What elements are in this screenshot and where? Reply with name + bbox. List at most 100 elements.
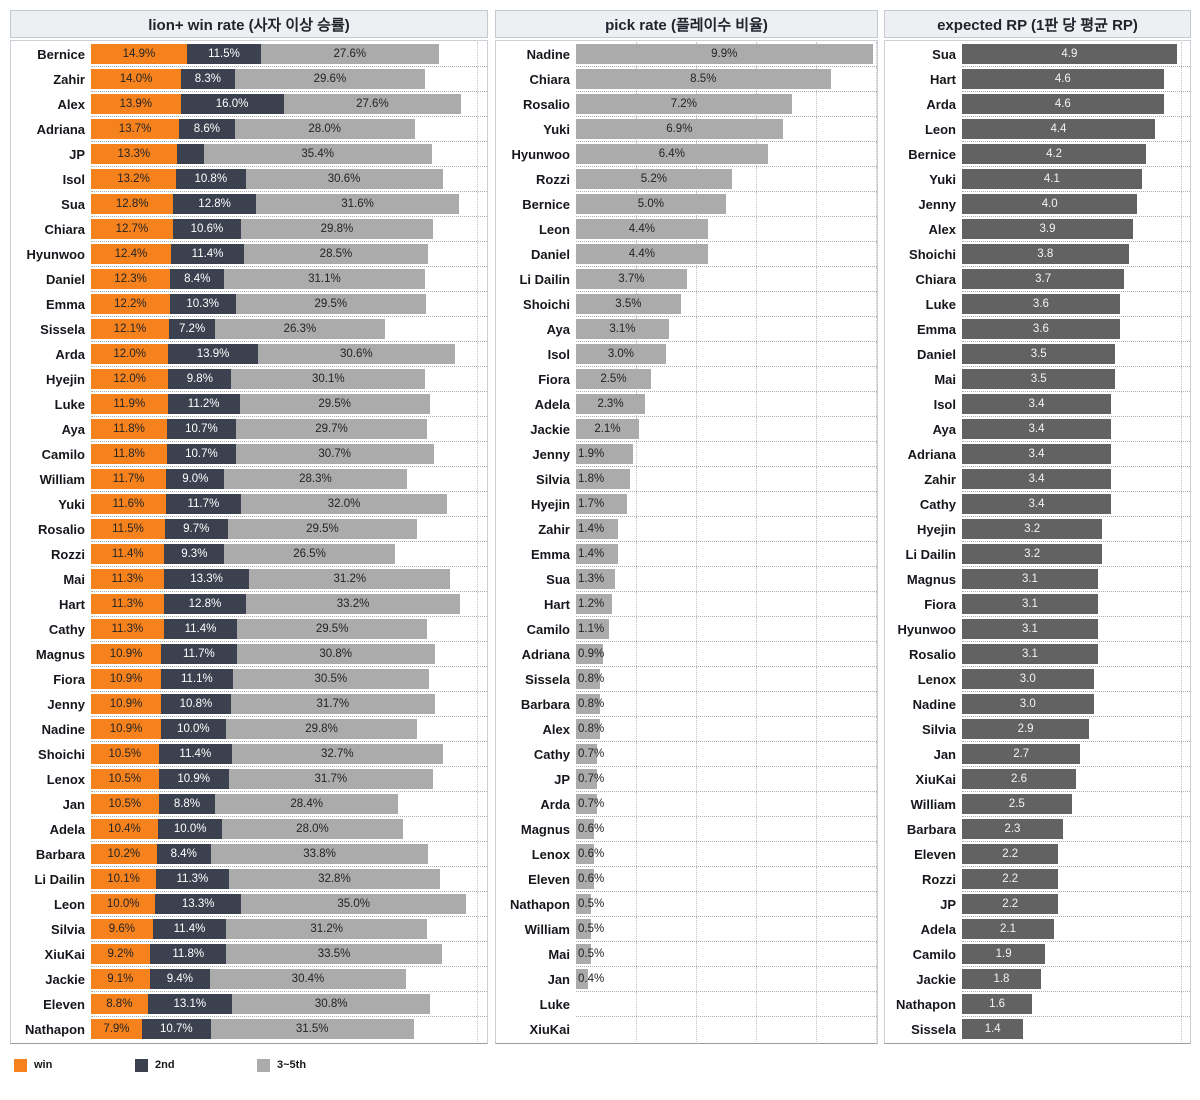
gridline — [1181, 442, 1183, 466]
chart-row: Nadine 10.9% 10.0% 29.8% — [11, 717, 487, 742]
gridline — [875, 367, 877, 391]
bar-segment-3-5th: 29.8% — [241, 219, 433, 239]
gridline — [635, 842, 637, 866]
category-label: Lenox — [917, 672, 956, 687]
gridline — [635, 467, 637, 491]
bar-value-label: 10.5% — [108, 798, 142, 810]
bar-segment-win: 14.9% — [91, 44, 187, 64]
category-label: Nadine — [526, 47, 570, 62]
bar-track: 11.3% 11.4% 29.5% — [91, 617, 487, 642]
bar-segment-expected-rp: 3.6 — [962, 294, 1120, 314]
win-rate-panel-header: lion+ win rate (사자 이상 승률) — [10, 10, 488, 38]
bar-segment-3-5th: 30.6% — [257, 344, 455, 364]
gridline — [695, 967, 697, 991]
bar-value-label: 12.0% — [113, 348, 146, 360]
bar-value-label: 2.3 — [1004, 823, 1021, 835]
expected-rp-panel-title: expected RP (1판 당 평균 RP) — [937, 16, 1138, 34]
bar-track: 3.5% — [576, 292, 877, 317]
bar-value-label: 6.4% — [658, 148, 685, 160]
chart-row: Shoichi 10.5% 11.4% 32.7% — [11, 742, 487, 767]
bar-value-label: 30.5% — [314, 673, 348, 685]
chart-row: Chiara 3.7 — [885, 267, 1190, 292]
bar-track: 1.9% — [576, 442, 877, 467]
gridline — [695, 642, 697, 666]
chart-row: Shoichi 3.5% — [496, 292, 877, 317]
category-label: William — [524, 922, 570, 937]
bar-segment-2nd: 11.8% — [150, 944, 227, 964]
gridline — [695, 592, 697, 616]
bar-track: 0.7% — [576, 742, 877, 767]
bar-value-label: 33.2% — [336, 598, 370, 610]
bar-value-label: 31.5% — [295, 1023, 329, 1035]
bar-track: 3.2 — [962, 542, 1190, 567]
chart-row: Camilo 1.1% — [496, 617, 877, 642]
bar-value-label: 1.8% — [578, 473, 605, 485]
expected-rp-panel-header: expected RP (1판 당 평균 RP) — [884, 10, 1191, 38]
bar-value-label: 32.0% — [327, 498, 361, 510]
gridline — [755, 567, 757, 591]
category-label: Li Dailin — [519, 272, 570, 287]
chart-row: Cathy 0.7% — [496, 742, 877, 767]
bar-value-label: 3.4 — [1028, 498, 1045, 510]
category-label: Isol — [933, 397, 956, 412]
category-label: Li Dailin — [34, 872, 85, 887]
chart-row: Luke 11.9% 11.2% 29.5% — [11, 392, 487, 417]
bar-segment-2nd: 10.3% — [169, 294, 236, 314]
bar-value-label: 10.7% — [185, 423, 218, 435]
bar-value-label: 0.6% — [578, 848, 605, 860]
legend-item-3-5th: 3~5th — [257, 1052, 306, 1078]
chart-row: Jan 2.7 — [885, 742, 1190, 767]
bar-track: 11.4% 9.3% 26.5% — [91, 542, 487, 567]
bar-value-label: 5.0% — [637, 198, 664, 210]
bar-value-label: 10.4% — [108, 823, 141, 835]
chart-row: Bernice 14.9% 11.5% 27.6% — [11, 42, 487, 67]
bar-track: 10.5% 11.4% 32.7% — [91, 742, 487, 767]
category-label: Eleven — [43, 997, 85, 1012]
gridline — [755, 892, 757, 916]
category-label: Leon — [53, 897, 85, 912]
bar-track: 4.4 — [962, 117, 1190, 142]
bar-value-label: 31.7% — [316, 698, 350, 710]
bar-track: 4.4% — [576, 242, 877, 267]
chart-row: Alex 0.8% — [496, 717, 877, 742]
bar-value-label: 1.7% — [578, 498, 605, 510]
bar-value-label: 31.6% — [341, 198, 374, 210]
bar-value-label: 13.9% — [119, 98, 153, 110]
category-label: JP — [940, 897, 956, 912]
category-label: Hart — [543, 597, 570, 612]
bar-track: 11.7% 9.0% 28.3% — [91, 467, 487, 492]
category-label: Bernice — [37, 47, 85, 62]
bar-value-label: 4.4 — [1050, 123, 1067, 135]
gridline — [1181, 167, 1183, 191]
chart-row: Arda 12.0% 13.9% 30.6% — [11, 342, 487, 367]
bar-segment-win: 8.8% — [91, 994, 148, 1014]
gridline — [1181, 817, 1183, 841]
category-label: Silvia — [922, 722, 956, 737]
gridline — [755, 192, 757, 216]
chart-row: Hart 4.6 — [885, 67, 1190, 92]
bar-value-label: 4.4% — [628, 248, 655, 260]
bar-value-label: 11.3% — [111, 573, 144, 585]
bar-segment-expected-rp: 3.2 — [962, 544, 1103, 564]
bar-track: 1.2% — [576, 592, 877, 617]
bar-value-label: 10.9% — [109, 723, 143, 735]
chart-row: Cathy 11.3% 11.4% 29.5% — [11, 617, 487, 642]
bar-track: 0.5% — [576, 892, 877, 917]
bar-value-label: 9.6% — [108, 923, 136, 935]
bar-segment-expected-rp: 3.5 — [962, 369, 1116, 389]
bar-track: 3.4 — [962, 392, 1190, 417]
bar-segment-win: 11.3% — [91, 619, 164, 639]
bar-track: 0.4% — [576, 967, 877, 992]
category-label: Magnus — [906, 572, 956, 587]
bar-value-label: 11.4% — [184, 623, 217, 635]
chart-row: Zahir 3.4 — [885, 467, 1190, 492]
bar-segment-pick-rate — [576, 819, 594, 839]
bar-track: 3.4 — [962, 492, 1190, 517]
bar-segment-win: 10.9% — [91, 669, 162, 689]
bar-value-label: 8.8% — [173, 798, 201, 810]
gridline — [695, 942, 697, 966]
category-label: William — [39, 472, 85, 487]
bar-value-label: 2.2 — [1002, 898, 1019, 910]
category-label: Fiora — [538, 372, 570, 387]
pick-rate-panel-title: pick rate (플레이수 비율) — [605, 16, 768, 34]
